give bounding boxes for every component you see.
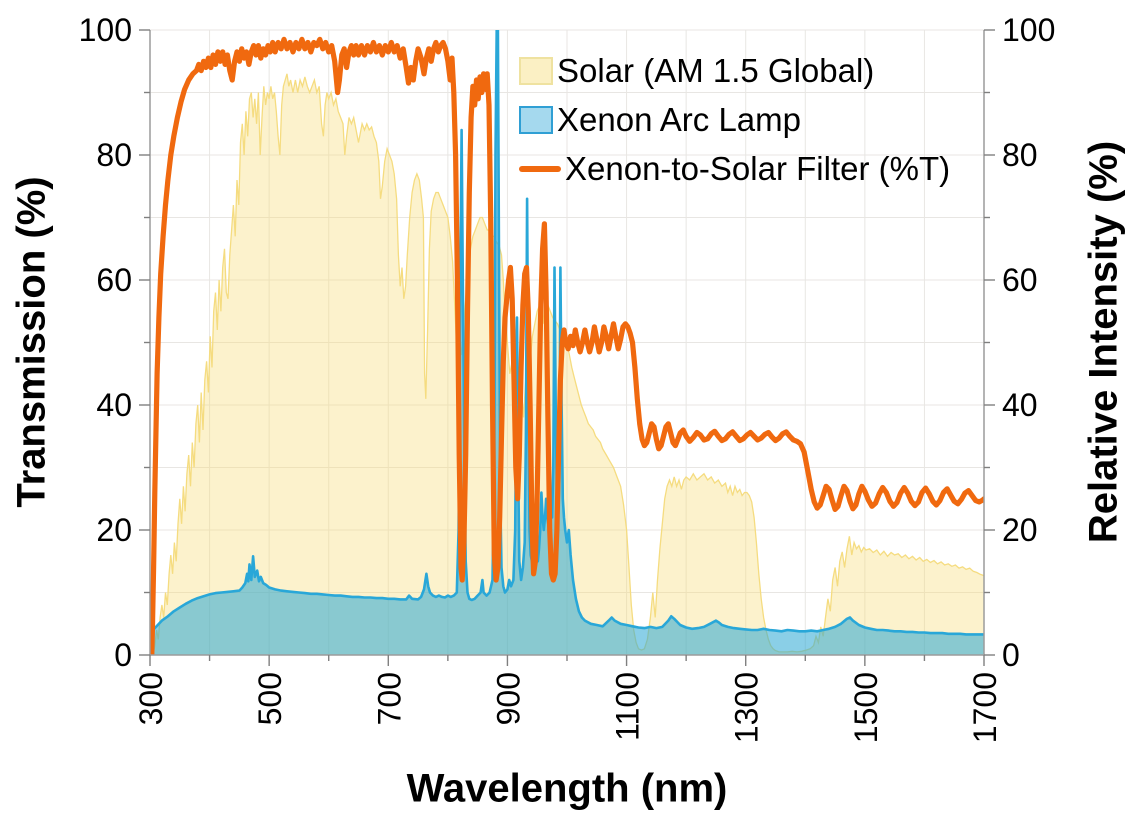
legend-label-filter: Xenon-to-Solar Filter (%T) (565, 150, 951, 187)
tick-marks (139, 29, 995, 666)
y-right-tick-label: 20 (1002, 512, 1038, 548)
x-tick-label: 1100 (610, 672, 646, 741)
series-group (150, 30, 984, 655)
legend-label-solar: Solar (AM 1.5 Global) (557, 52, 875, 89)
legend-item-xenon: Xenon Arc Lamp (519, 95, 950, 144)
filter-line-swatch-icon (519, 165, 561, 172)
x-tick-label: 1700 (967, 672, 1003, 743)
solar-swatch-icon (519, 56, 553, 85)
x-tick-label: 900 (490, 672, 526, 725)
right-axis-title: Relative Intensity (%) (1081, 140, 1126, 544)
y-left-tick-label: 100 (79, 12, 132, 48)
y-right-tick-label: 60 (1002, 262, 1038, 298)
legend-item-filter: Xenon-to-Solar Filter (%T) (519, 144, 950, 193)
legend: Solar (AM 1.5 Global) Xenon Arc Lamp Xen… (519, 46, 950, 193)
tick-labels: 0 0 20 20 40 40 60 60 80 80 100 100 300 500 700 900 1100… (79, 12, 1056, 743)
xenon-swatch-icon (519, 105, 553, 134)
y-left-tick-label: 20 (96, 512, 132, 548)
y-right-tick-label: 40 (1002, 387, 1038, 423)
x-axis-title: Wavelength (nm) (406, 766, 728, 811)
left-axis-title: Transmission (%) (9, 176, 54, 508)
legend-label-xenon: Xenon Arc Lamp (557, 101, 801, 138)
y-right-tick-label: 100 (1002, 12, 1055, 48)
series-filter-line (150, 36, 984, 655)
x-tick-label: 300 (133, 672, 169, 725)
series-solar-fill (153, 73, 984, 655)
x-tick-label: 1500 (848, 672, 884, 743)
y-right-tick-label: 80 (1002, 137, 1038, 173)
x-tick-label: 700 (371, 672, 407, 725)
legend-item-solar: Solar (AM 1.5 Global) (519, 46, 950, 95)
y-left-tick-label: 60 (96, 262, 132, 298)
x-tick-label: 500 (252, 672, 288, 725)
y-right-tick-label: 0 (1002, 637, 1020, 673)
y-left-tick-label: 0 (114, 637, 132, 673)
x-tick-label: 1300 (729, 672, 765, 743)
y-left-tick-label: 40 (96, 387, 132, 423)
y-left-tick-label: 80 (96, 137, 132, 173)
